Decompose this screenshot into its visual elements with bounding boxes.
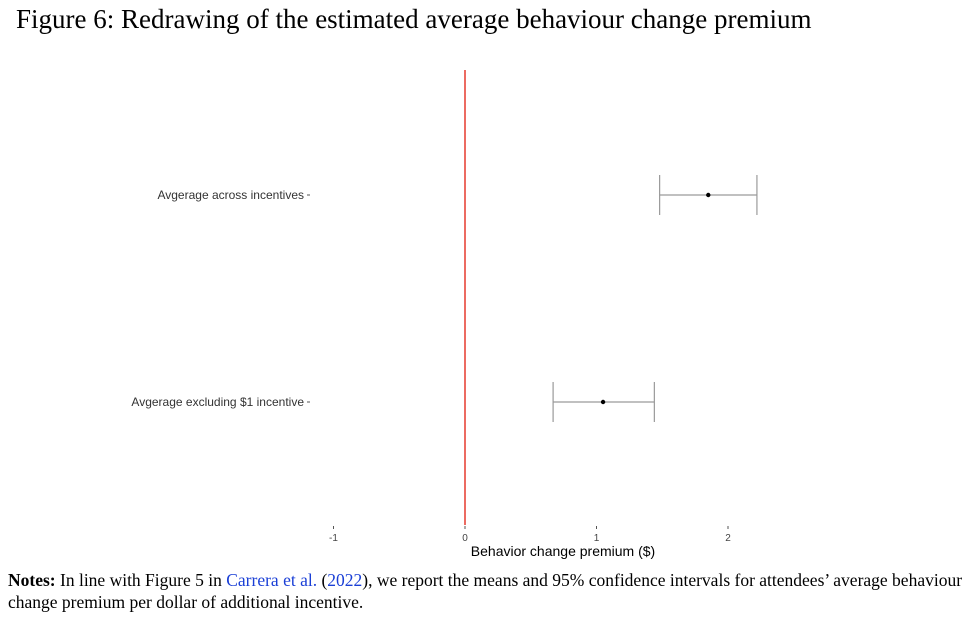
notes-label: Notes: [8,570,56,590]
notes-text-before: In line with Figure 5 in [55,570,227,590]
x-tick-label: 1 [594,533,600,544]
behaviour-premium-chart: Avgerage across incentives Avgerage exclu… [131,70,758,559]
x-tick-label: -1 [329,533,338,544]
citation-link-authors[interactable]: Carrera et al. [226,570,318,590]
mean-point [706,192,711,198]
figure-title: Figure 6: Redrawing of the estimated ave… [16,4,812,34]
notes-paren: ( [317,570,328,590]
x-tick-label: 0 [462,533,468,544]
x-axis-title: Behavior change premium ($) [471,543,655,559]
y-category-label: Avgerage excluding $1 incentive [131,395,304,409]
mean-point [600,399,606,405]
x-tick-label: 2 [725,533,731,544]
figure-notes: Notes: In line with Figure 5 in Carrera … [8,569,963,613]
notes-text-after: ), we report the means and 95% confidenc… [8,570,963,612]
y-category-label: Avgerage across incentives [157,188,304,202]
citation-link-year[interactable]: 2022 [327,570,363,590]
